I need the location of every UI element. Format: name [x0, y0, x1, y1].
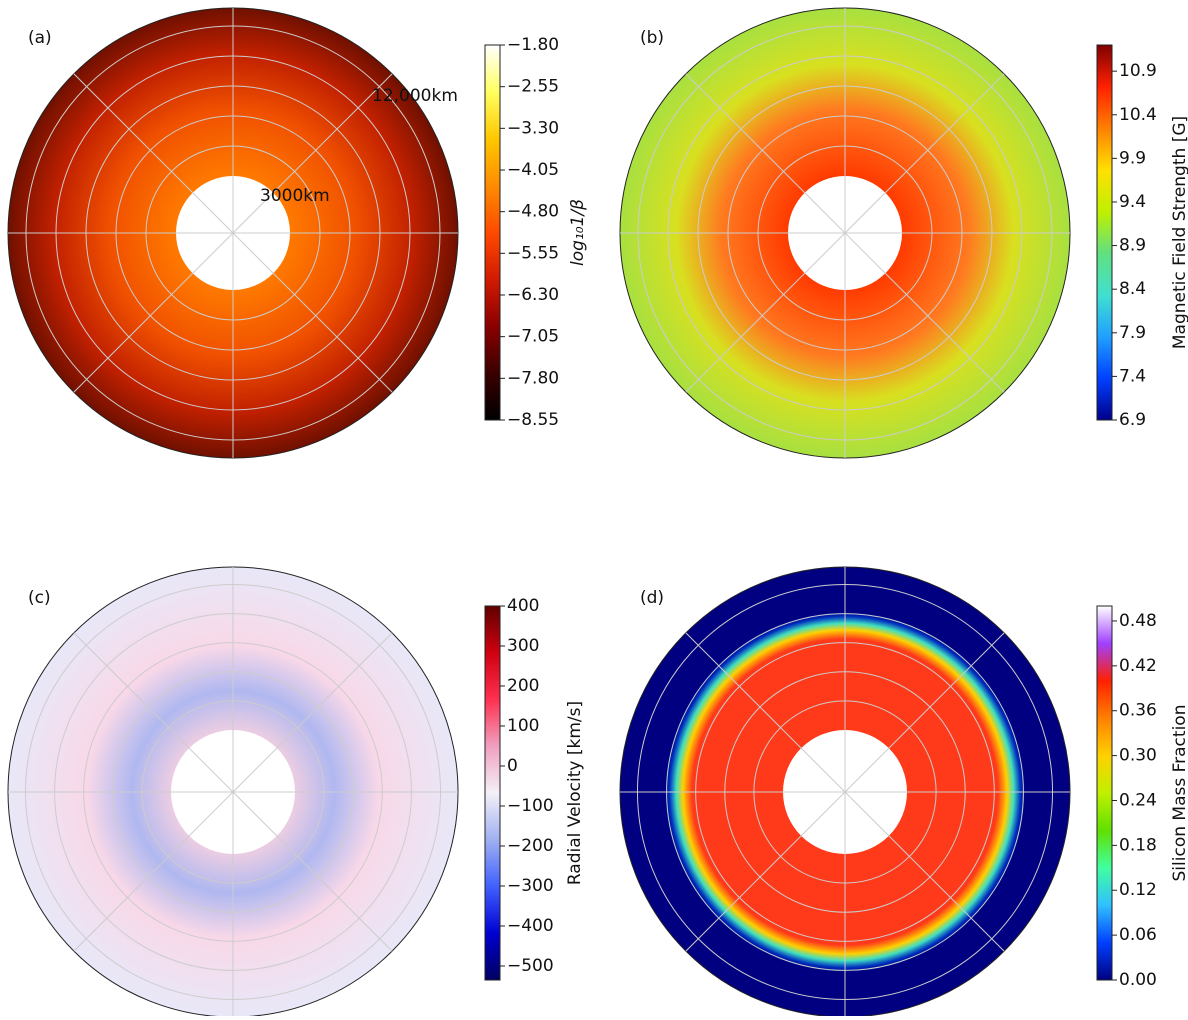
colorbar-tick-label: 0 [507, 756, 518, 776]
colorbar-tick-label: 0.06 [1119, 925, 1157, 945]
panel-label: (a) [28, 28, 52, 48]
colorbar-tick-label: 7.4 [1119, 366, 1146, 386]
colorbar-tick-label: −500 [507, 956, 554, 976]
colorbar-tick-label: −400 [507, 916, 554, 936]
colorbar-tick-label: 0.12 [1119, 880, 1157, 900]
colorbar-tick-label: −200 [507, 836, 554, 856]
colorbar-tick-label: 0.00 [1119, 970, 1157, 990]
colorbar-tick-label: −300 [507, 876, 554, 896]
colorbar-tick-label: 0.18 [1119, 835, 1157, 855]
colorbar-tick-label: 400 [507, 596, 539, 616]
colorbar [485, 606, 500, 980]
colorbar-tick-label: −4.80 [507, 202, 559, 222]
colorbar-label: Radial Velocity [km/s] [565, 701, 585, 885]
colorbar-tick-label: −3.30 [507, 118, 559, 138]
annotation: 12,000km [372, 86, 458, 106]
colorbar-tick-label: 6.9 [1119, 410, 1146, 430]
colorbar [1097, 606, 1112, 980]
colorbar-tick-label: 8.9 [1119, 236, 1146, 256]
colorbar-tick-label: 10.4 [1119, 105, 1157, 125]
colorbar-tick-label: −5.55 [507, 243, 559, 263]
colorbar-tick-label: 300 [507, 636, 539, 656]
annotation: 3000km [260, 186, 330, 206]
colorbar [485, 45, 500, 420]
colorbar-tick-label: 0.24 [1119, 790, 1157, 810]
colorbar-tick-label: −2.55 [507, 77, 559, 97]
colorbar-tick-label: 100 [507, 716, 539, 736]
colorbar-tick-label: −4.05 [507, 160, 559, 180]
colorbar-tick-label: 0.36 [1119, 701, 1157, 721]
figure: (a) 12,000km 3000km −1.80 −2.55 −3.30 −4.05 −4.… [0, 0, 1188, 1016]
colorbar-tick-label: 9.9 [1119, 148, 1146, 168]
colorbar-tick-label: 7.9 [1119, 323, 1146, 343]
colorbar-tick-label: −7.80 [507, 368, 559, 388]
colorbar-tick-label: 0.30 [1119, 746, 1157, 766]
colorbar-label: log₁₀1/β [568, 199, 588, 266]
colorbar-tick-label: 8.4 [1119, 279, 1146, 299]
colorbar-tick-label: 10.9 [1119, 61, 1157, 81]
panel-label: (b) [640, 28, 664, 48]
colorbar-tick-label: 9.4 [1119, 192, 1146, 212]
colorbar-label: Magnetic Field Strength [G] [1170, 116, 1188, 349]
colorbar-tick-label: −100 [507, 796, 554, 816]
colorbar-label: Silicon Mass Fraction [1170, 705, 1188, 882]
colorbar-tick-label: 0.48 [1119, 611, 1157, 631]
colorbar [1097, 45, 1112, 420]
colorbar-tick-label: 200 [507, 676, 539, 696]
colorbar-tick-label: −8.55 [507, 410, 559, 430]
colorbar-tick-label: −7.05 [507, 327, 559, 347]
colorbar-tick-label: −6.30 [507, 285, 559, 305]
colorbar-tick-label: 0.42 [1119, 656, 1157, 676]
colorbar-tick-label: −1.80 [507, 35, 559, 55]
panel-label: (c) [28, 588, 51, 608]
panel-label: (d) [640, 588, 664, 608]
